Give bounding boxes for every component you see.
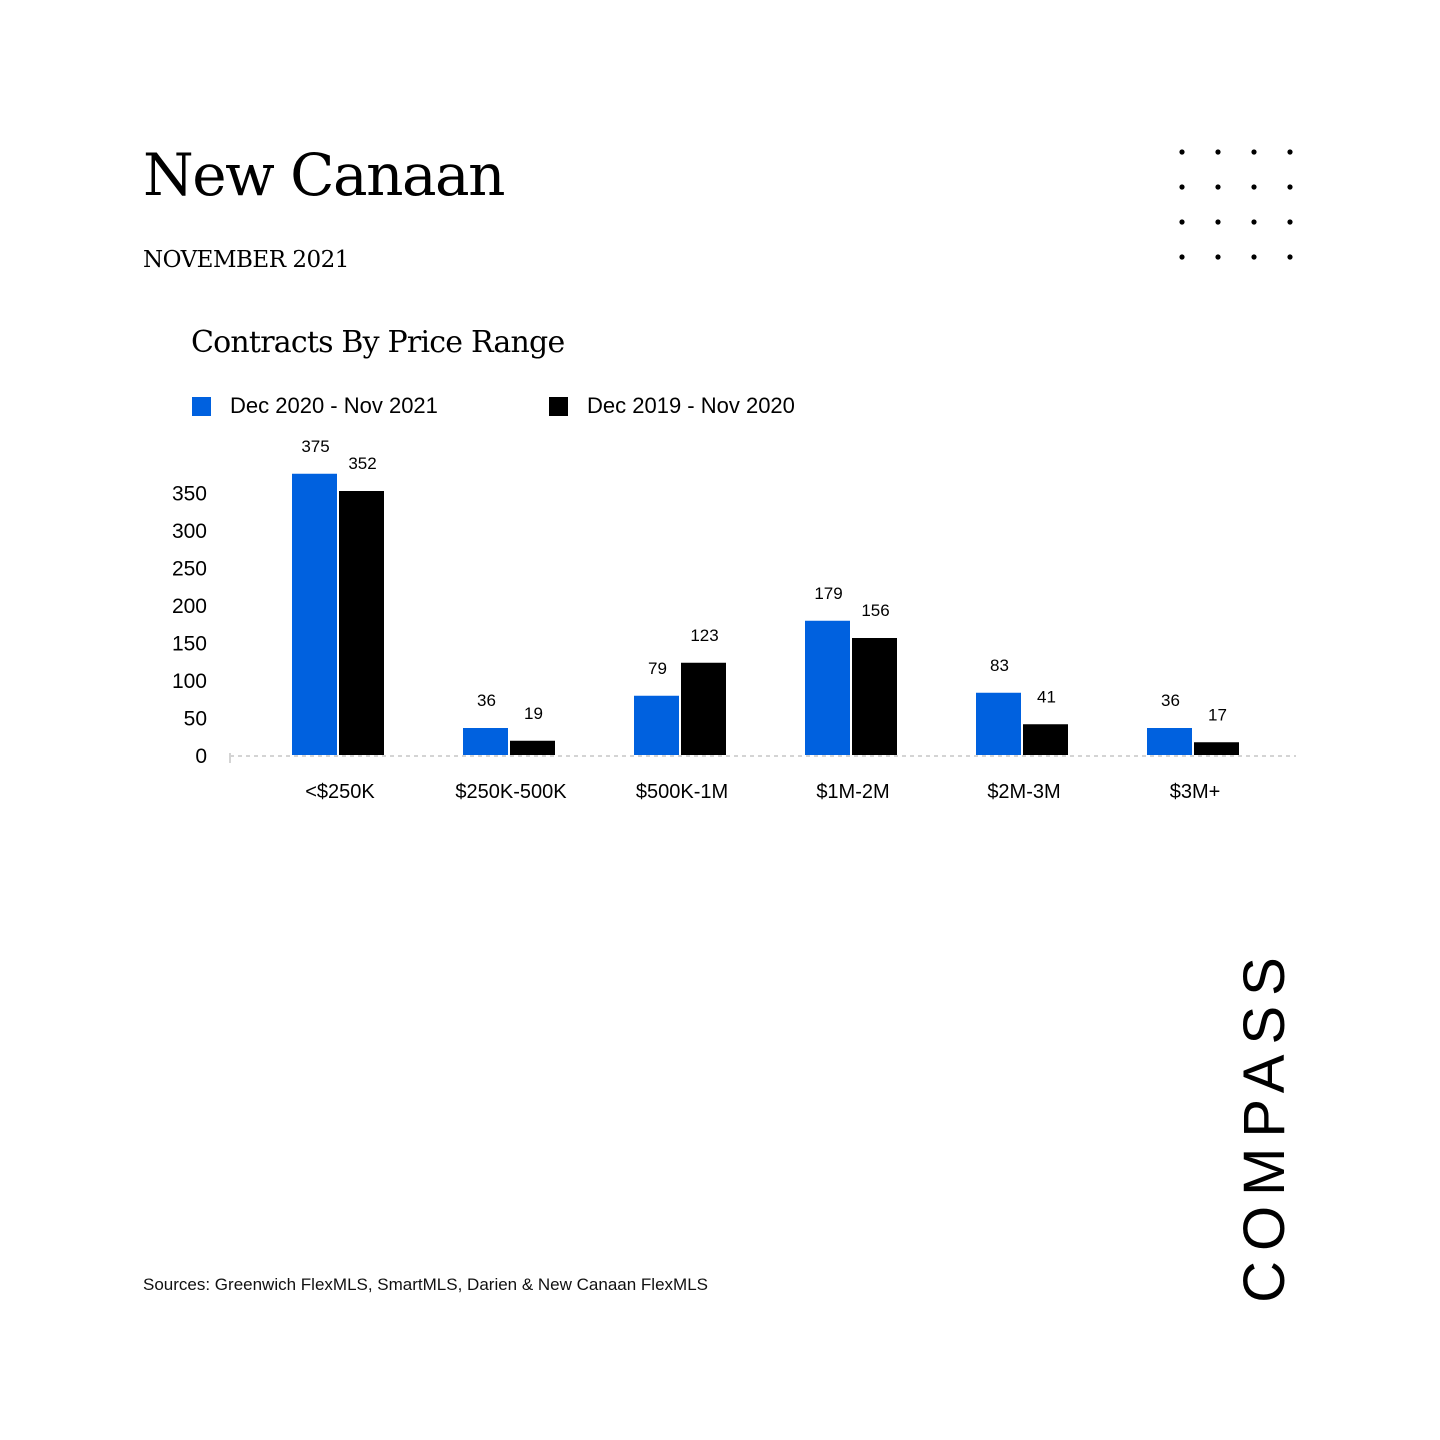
bar-current: [1147, 728, 1192, 755]
decorative-dot-grid: [1179, 149, 1293, 260]
y-tick-label: 150: [172, 633, 207, 656]
data-label-previous: 352: [348, 454, 376, 473]
x-tick-label: <$250K: [305, 781, 375, 803]
bar-current: [976, 692, 1021, 755]
y-tick-label: 0: [195, 745, 207, 768]
chart-title: Contracts By Price Range: [191, 325, 565, 360]
y-tick-label: 200: [172, 595, 207, 618]
legend-swatch-previous: [549, 396, 568, 416]
bar-previous: [339, 491, 384, 755]
data-label-previous: 41: [1037, 687, 1056, 706]
data-label-previous: 156: [861, 601, 889, 620]
data-label-current: 83: [990, 656, 1009, 675]
y-tick-label: 250: [172, 558, 207, 581]
sources-note: Sources: Greenwich FlexMLS, SmartMLS, Da…: [143, 1275, 708, 1294]
legend-label-current: Dec 2020 - Nov 2021: [230, 393, 438, 418]
bar-previous: [852, 638, 897, 755]
data-label-previous: 17: [1208, 705, 1227, 724]
bar-current: [463, 728, 508, 755]
y-tick-label: 350: [172, 483, 207, 506]
compass-logo-text: COMPASS: [1232, 947, 1297, 1303]
legend-item-previous: Dec 2019 - Nov 2020: [549, 393, 795, 419]
legend-label-previous: Dec 2019 - Nov 2020: [587, 393, 795, 418]
y-tick-label: 50: [184, 708, 207, 731]
y-tick-label: 300: [172, 520, 207, 543]
x-tick-label: $3M+: [1170, 781, 1221, 803]
legend-item-current: Dec 2020 - Nov 2021: [192, 393, 438, 419]
data-label-current: 375: [301, 437, 329, 456]
bar-current: [634, 695, 679, 755]
legend-swatch-current: [192, 396, 211, 416]
bar-previous: [510, 740, 555, 755]
x-tick-label: $250K-500K: [455, 781, 567, 803]
x-tick-label: $2M-3M: [987, 781, 1060, 803]
data-label-previous: 19: [524, 704, 543, 723]
x-tick-label: $500K-1M: [636, 781, 728, 803]
data-label-previous: 123: [690, 626, 718, 645]
data-label-current: 179: [814, 584, 842, 603]
x-tick-label: $1M-2M: [816, 781, 889, 803]
page-title: New Canaan: [143, 141, 505, 209]
bar-previous: [1023, 724, 1068, 755]
data-label-current: 79: [648, 659, 667, 678]
bar-previous: [681, 662, 726, 755]
bar-previous: [1194, 742, 1239, 755]
data-label-current: 36: [477, 691, 496, 710]
chart-legend: Dec 2020 - Nov 2021 Dec 2019 - Nov 2020: [192, 393, 892, 419]
y-tick-label: 100: [172, 670, 207, 693]
page-subtitle: NOVEMBER 2021: [143, 247, 349, 273]
data-label-current: 36: [1161, 691, 1180, 710]
bar-current: [292, 473, 337, 755]
bar-current: [805, 620, 850, 755]
